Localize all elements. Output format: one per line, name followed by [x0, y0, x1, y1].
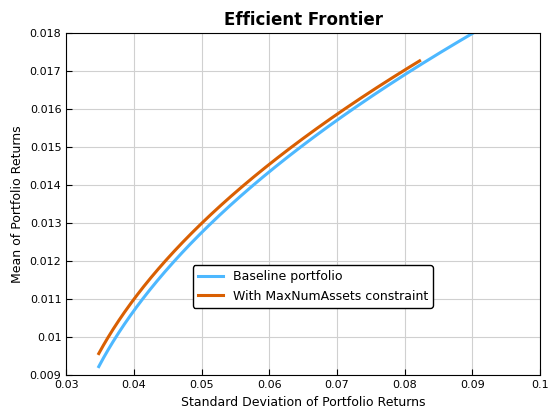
- Baseline portfolio: [473, 29, 479, 34]
- Baseline portfolio: [370, 93, 376, 98]
- With MaxNumAssets constraint: [181, 238, 188, 243]
- With MaxNumAssets constraint: [95, 351, 102, 356]
- Legend: Baseline portfolio, With MaxNumAssets constraint: Baseline portfolio, With MaxNumAssets co…: [193, 265, 433, 308]
- With MaxNumAssets constraint: [416, 58, 423, 63]
- Baseline portfolio: [141, 294, 147, 299]
- Line: Baseline portfolio: Baseline portfolio: [99, 32, 476, 367]
- With MaxNumAssets constraint: [267, 161, 273, 166]
- Baseline portfolio: [95, 364, 102, 369]
- With MaxNumAssets constraint: [412, 61, 418, 66]
- With MaxNumAssets constraint: [403, 67, 409, 72]
- Baseline portfolio: [245, 187, 251, 192]
- With MaxNumAssets constraint: [285, 147, 292, 152]
- Line: With MaxNumAssets constraint: With MaxNumAssets constraint: [99, 61, 419, 354]
- With MaxNumAssets constraint: [244, 180, 250, 185]
- Baseline portfolio: [333, 118, 339, 123]
- X-axis label: Standard Deviation of Portfolio Returns: Standard Deviation of Portfolio Returns: [181, 396, 426, 409]
- Title: Efficient Frontier: Efficient Frontier: [223, 11, 382, 29]
- Y-axis label: Mean of Portfolio Returns: Mean of Portfolio Returns: [11, 126, 24, 283]
- Baseline portfolio: [367, 94, 374, 100]
- Baseline portfolio: [218, 211, 225, 216]
